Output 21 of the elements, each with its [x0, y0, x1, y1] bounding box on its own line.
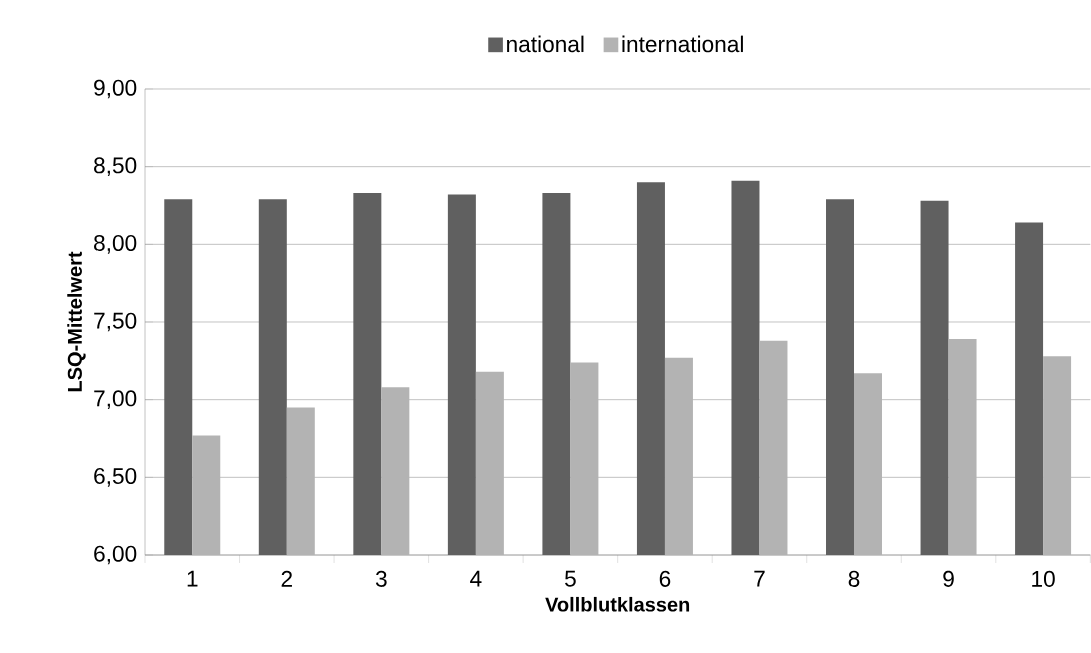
legend-label: international [622, 35, 743, 53]
y-tick-label: 6,00 [94, 545, 137, 565]
y-tick-label: 9,00 [94, 79, 137, 99]
x-tick-label: 4 [470, 570, 482, 587]
legend-label: national [507, 35, 584, 53]
y-tick-label: 7,50 [94, 312, 137, 332]
x-tick-label: 5 [565, 570, 576, 587]
x-axis-title: Vollblutklassen [545, 596, 690, 612]
x-tick-label: 6 [659, 570, 671, 587]
x-tick-label: 2 [281, 570, 292, 587]
y-tick-label: 8,00 [94, 234, 137, 254]
y-tick-label: 6,50 [94, 467, 137, 487]
y-tick-label: 8,50 [94, 157, 137, 177]
x-tick-label: 3 [375, 570, 387, 587]
y-tick-label: 7,00 [94, 390, 137, 410]
x-tick-label: 10 [1032, 570, 1055, 587]
x-tick-label: 9 [943, 570, 954, 587]
x-tick-label: 1 [187, 570, 198, 587]
y-axis-title: LSQ-Mittelwert [67, 251, 86, 392]
x-tick-label: 7 [754, 570, 765, 587]
x-tick-label: 8 [848, 570, 860, 587]
